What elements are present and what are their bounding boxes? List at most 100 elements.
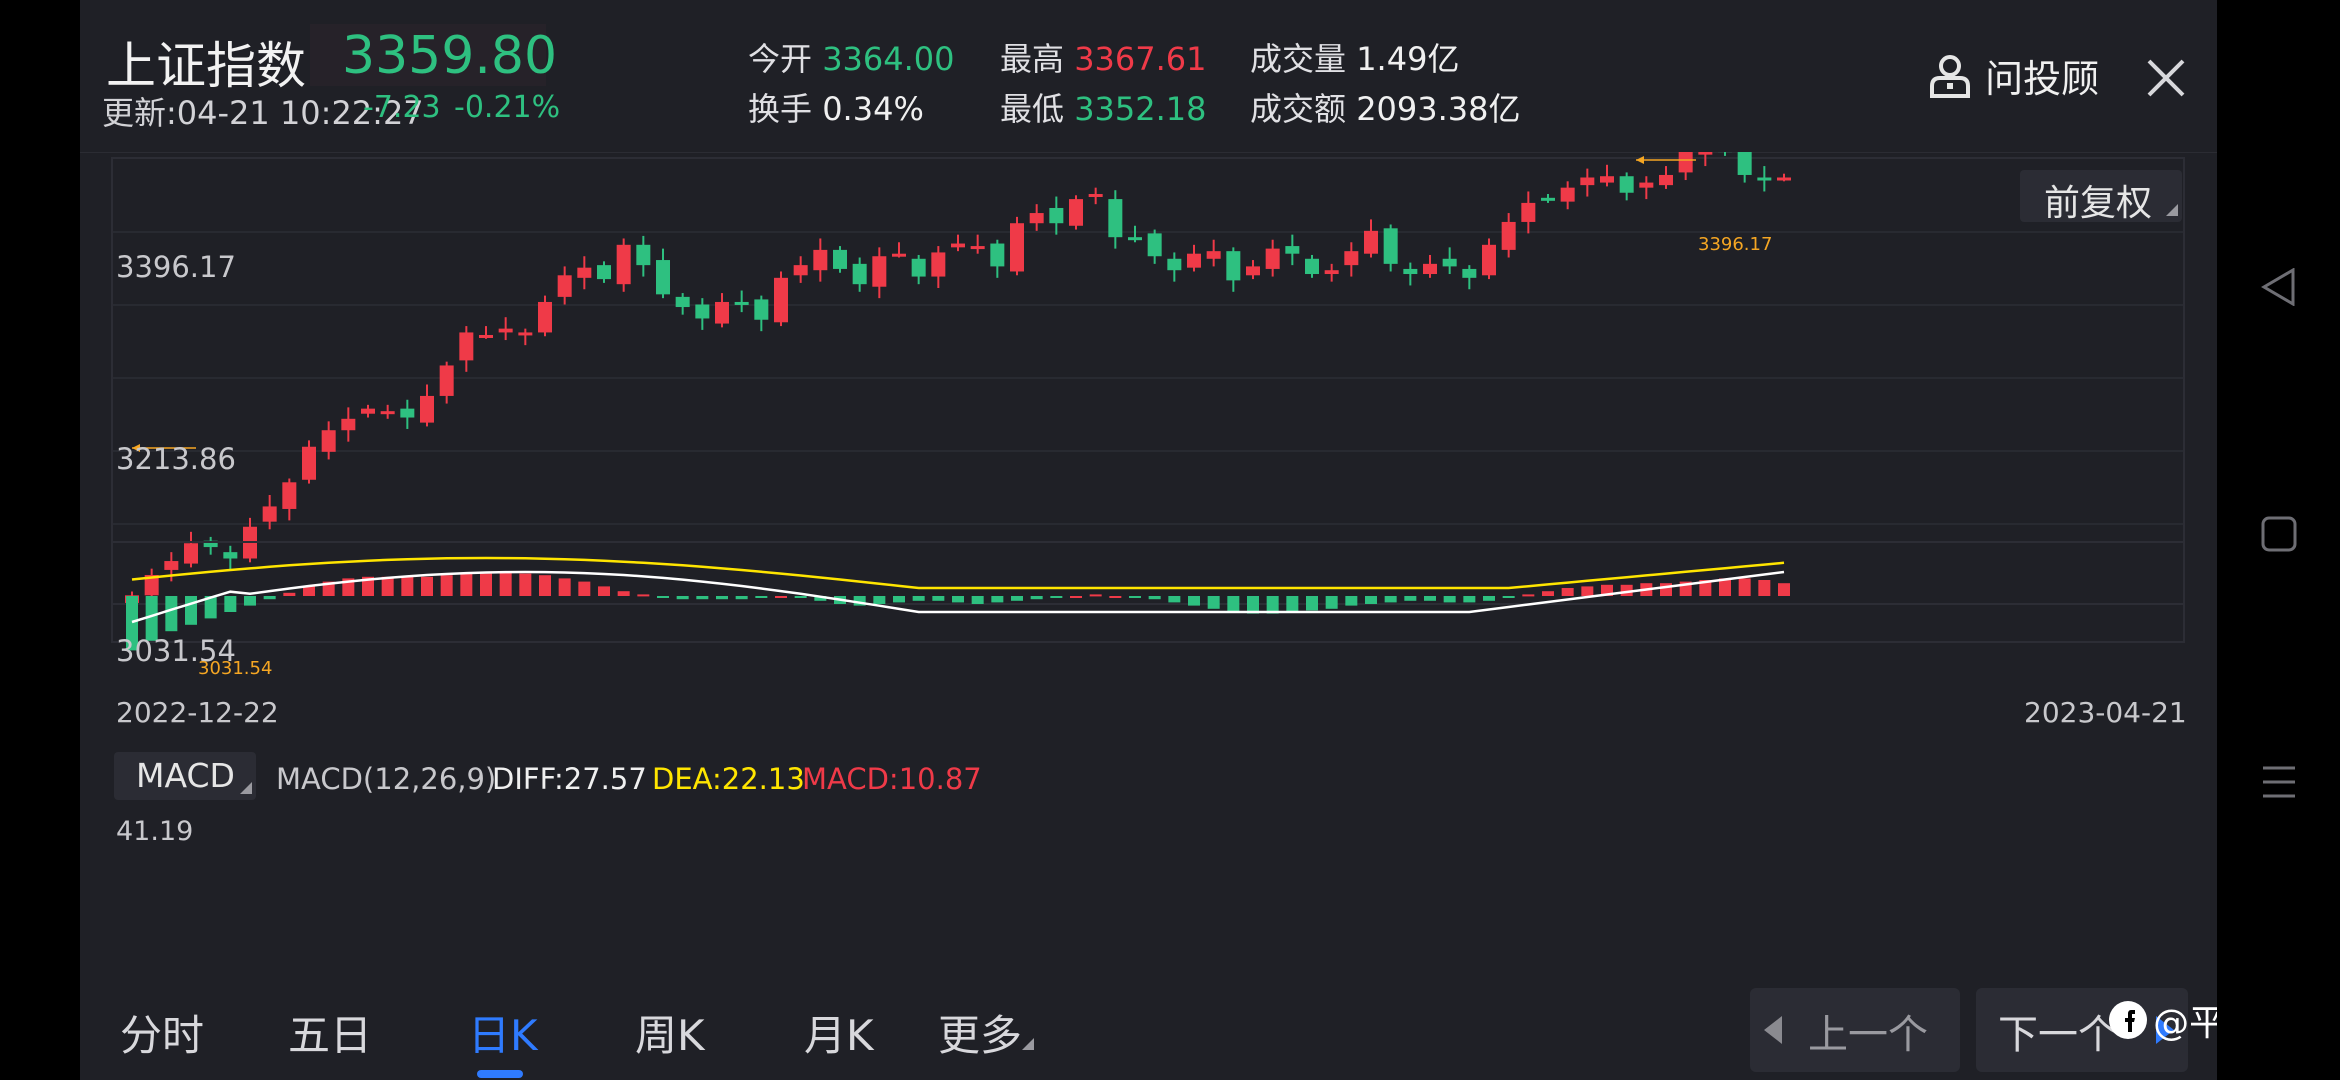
candle-body bbox=[1147, 233, 1162, 257]
macd-bar bbox=[224, 596, 237, 612]
kline-grid bbox=[111, 157, 2185, 605]
macd-bar bbox=[971, 596, 984, 604]
candle-body bbox=[1029, 213, 1044, 224]
macd-bar bbox=[1620, 584, 1633, 596]
candle-body bbox=[813, 249, 828, 271]
candle-body bbox=[1501, 221, 1516, 250]
macd-bar bbox=[126, 596, 138, 651]
prev-stock-button[interactable]: 上一个 bbox=[1750, 988, 1960, 1072]
macd-bar bbox=[283, 592, 296, 596]
macd-bar bbox=[1738, 578, 1751, 596]
candle-body bbox=[1383, 228, 1398, 264]
candle-body bbox=[970, 246, 985, 250]
chevron-left-icon bbox=[1764, 1016, 1782, 1044]
chevron-right-icon bbox=[2156, 1016, 2174, 1044]
kline-frame bbox=[111, 157, 2185, 605]
tab-five-day[interactable]: 五日 bbox=[288, 1011, 373, 1060]
candle-body bbox=[361, 408, 375, 414]
tab-monthly-k[interactable]: 月K bbox=[804, 1011, 874, 1060]
candle-body bbox=[931, 252, 946, 277]
dropdown-triangle-icon bbox=[2166, 204, 2178, 216]
macd-bar bbox=[1306, 596, 1318, 611]
advisor-button[interactable]: 问投顾 bbox=[1928, 48, 2099, 104]
macd-bar bbox=[932, 596, 945, 601]
dropdown-triangle-icon bbox=[240, 782, 252, 794]
menu-icon[interactable] bbox=[2261, 764, 2297, 800]
adjust-select[interactable]: 前复权 bbox=[2020, 170, 2182, 224]
candle-body bbox=[1069, 199, 1083, 226]
candle-body bbox=[1521, 202, 1536, 222]
candle-body bbox=[1777, 177, 1791, 181]
macd-bar bbox=[1050, 596, 1063, 598]
candle-body bbox=[597, 265, 611, 280]
platform-logo-icon bbox=[2109, 1001, 2147, 1039]
indicator-select[interactable]: MACD bbox=[114, 752, 256, 800]
tab-weekly-k[interactable]: 周K bbox=[635, 1011, 705, 1060]
macd-bar bbox=[1424, 596, 1436, 601]
candle-body bbox=[262, 506, 277, 522]
macd-bar bbox=[204, 596, 217, 619]
candle-body bbox=[1108, 199, 1123, 238]
candle-body bbox=[1265, 248, 1280, 269]
candle-body bbox=[1187, 253, 1201, 268]
candle-body bbox=[538, 301, 552, 333]
macd-bar bbox=[676, 596, 689, 600]
macd-bar bbox=[1266, 596, 1279, 614]
y-label-min: 3031.54 bbox=[116, 634, 236, 668]
candle-body bbox=[459, 332, 474, 361]
close-icon[interactable] bbox=[2146, 58, 2186, 98]
extreme-markers bbox=[132, 156, 1696, 452]
macd-histogram bbox=[126, 572, 1790, 651]
candle-body bbox=[439, 365, 454, 396]
candle-body bbox=[1600, 176, 1614, 183]
candle-body bbox=[400, 408, 415, 418]
macd-bar bbox=[755, 596, 768, 598]
price-change-pct: -0.21% bbox=[454, 90, 561, 125]
candle-body bbox=[636, 244, 651, 266]
advisor-icon bbox=[1930, 54, 1970, 98]
tab-more[interactable]: 更多 bbox=[938, 1002, 1035, 1063]
candle-body bbox=[380, 411, 395, 415]
tab-intraday[interactable]: 分时 bbox=[120, 1011, 205, 1060]
macd-bar bbox=[1483, 596, 1495, 601]
candle-body bbox=[518, 332, 533, 336]
candle-body bbox=[1049, 207, 1064, 224]
macd-bar bbox=[1129, 596, 1141, 598]
macd-bar bbox=[1719, 578, 1731, 596]
stat-open: 今开 3364.00 bbox=[748, 40, 955, 78]
candle-body bbox=[1226, 251, 1241, 281]
macd-bar bbox=[1148, 596, 1161, 600]
stat-turnover: 换手 0.34% bbox=[748, 90, 924, 128]
macd-bar bbox=[539, 575, 551, 596]
candle-body bbox=[164, 561, 179, 570]
macd-bar bbox=[263, 596, 276, 600]
stat-amount: 成交额 2093.38亿 bbox=[1250, 90, 1521, 128]
macd-bar bbox=[1247, 596, 1259, 614]
date-start: 2022-12-22 bbox=[116, 696, 279, 729]
candle-body bbox=[833, 249, 847, 269]
y-label-mid: 3213.86 bbox=[116, 442, 236, 476]
next-stock-button[interactable]: 下一个 bbox=[1976, 988, 2188, 1072]
candle-body bbox=[282, 482, 297, 509]
max-marker-arrow bbox=[1636, 156, 1644, 164]
back-icon[interactable] bbox=[2261, 268, 2295, 306]
candle-body bbox=[420, 395, 434, 423]
macd-bar bbox=[1227, 596, 1240, 612]
candle-body bbox=[1560, 187, 1575, 202]
macd-bar bbox=[1601, 584, 1613, 596]
tab-daily-k[interactable]: 日K bbox=[468, 1011, 538, 1060]
candle-body bbox=[1698, 152, 1713, 155]
macd-diff: DIFF:27.57 bbox=[492, 762, 647, 796]
macd-bar bbox=[1502, 596, 1515, 598]
kline-chart[interactable] bbox=[80, 152, 2217, 980]
macd-bar bbox=[637, 594, 650, 597]
stat-volume: 成交量 1.49亿 bbox=[1250, 40, 1460, 78]
candle-body bbox=[1462, 268, 1477, 278]
chart-area: 前复权 3396.17 3213.86 3031.54 3396.17 3031… bbox=[80, 152, 2217, 980]
macd-value: MACD:10.87 bbox=[802, 762, 982, 796]
macd-params: MACD(12,26,9) bbox=[276, 762, 497, 796]
home-icon[interactable] bbox=[2261, 516, 2297, 552]
active-tab-indicator bbox=[477, 1070, 523, 1078]
dea-line bbox=[131, 556, 1785, 590]
macd-bar bbox=[893, 596, 905, 603]
